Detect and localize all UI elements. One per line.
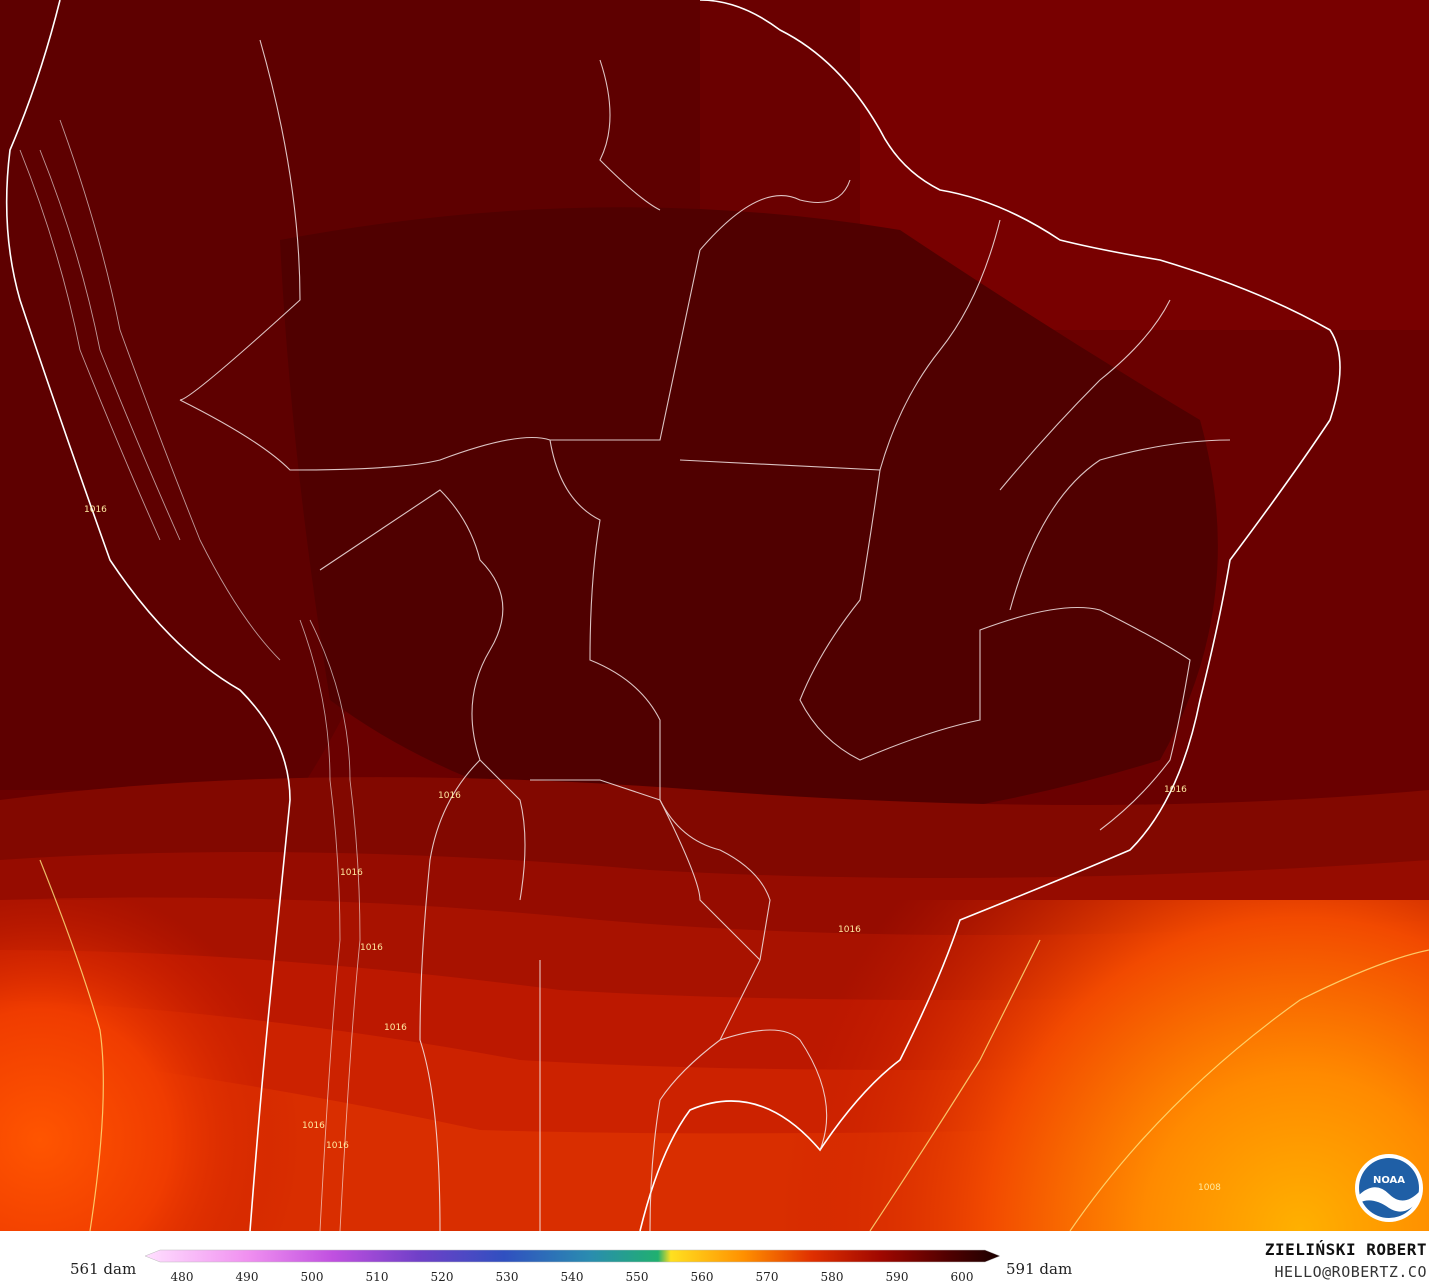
contour-label: 1016 xyxy=(302,1121,325,1131)
continent-core-dark xyxy=(280,207,1218,832)
colorbar-tick: 540 xyxy=(561,1270,584,1284)
colorbar: 480 490 500 510 520 530 540 550 560 570 … xyxy=(144,1249,1001,1284)
isobar-1016-atlantic xyxy=(869,939,1041,1231)
contour-label: 1016 xyxy=(326,1141,349,1151)
contour-label: 1016 xyxy=(384,1023,407,1033)
author-email: HELLO@ROBERTZ.CO xyxy=(1274,1263,1427,1281)
isobar-pacific xyxy=(39,859,104,1231)
contour-label: 1008 xyxy=(1198,1183,1221,1193)
contour-label: 1016 xyxy=(438,791,461,801)
colorbar-tick: 510 xyxy=(366,1270,389,1284)
colorbar-tick: 480 xyxy=(171,1270,194,1284)
colorbar-tick: 490 xyxy=(236,1270,259,1284)
colorbar-tick: 530 xyxy=(496,1270,519,1284)
noaa-logo: NOAA xyxy=(1355,1154,1423,1222)
colorbar-tick: 560 xyxy=(691,1270,714,1284)
contour-label: 1016 xyxy=(838,925,861,935)
geopotential-height-map: 1016 1016 1016 1016 1016 1016 1016 1016 … xyxy=(0,0,1429,1231)
colorbar-tick: 580 xyxy=(821,1270,844,1284)
coastline-south-america xyxy=(5,0,1341,1231)
legend-bar: 480 490 500 510 520 530 540 550 560 570 … xyxy=(0,1231,1429,1287)
colorbar-tick: 500 xyxy=(301,1270,324,1284)
colorbar-tick: 550 xyxy=(626,1270,649,1284)
contour-label: 1016 xyxy=(1164,785,1187,795)
isobar-1008-atlantic xyxy=(1069,949,1429,1231)
author-credit: ZIELIŃSKI ROBERT xyxy=(1264,1240,1427,1259)
colorbar-ticks: 480 490 500 510 520 530 540 550 560 570 … xyxy=(171,1270,974,1284)
legend-max-value: 591 dam xyxy=(1006,1260,1073,1278)
colorbar-tick: 520 xyxy=(431,1270,454,1284)
contour-label: 1016 xyxy=(340,868,363,878)
noaa-logo-text: NOAA xyxy=(1373,1175,1405,1186)
colorbar-tick: 590 xyxy=(886,1270,909,1284)
contour-labels: 1016 1016 1016 1016 1016 1016 1016 1016 … xyxy=(84,505,1221,1193)
legend-min-value: 561 dam xyxy=(70,1260,137,1278)
contour-label: 1016 xyxy=(84,505,107,515)
warm-core-southwest xyxy=(0,900,400,1231)
andes-relief-contours xyxy=(19,119,361,1231)
country-borders xyxy=(179,39,1231,1231)
contour-label: 1016 xyxy=(360,943,383,953)
colorbar-tick: 600 xyxy=(951,1270,974,1284)
colorbar-tick: 570 xyxy=(756,1270,779,1284)
